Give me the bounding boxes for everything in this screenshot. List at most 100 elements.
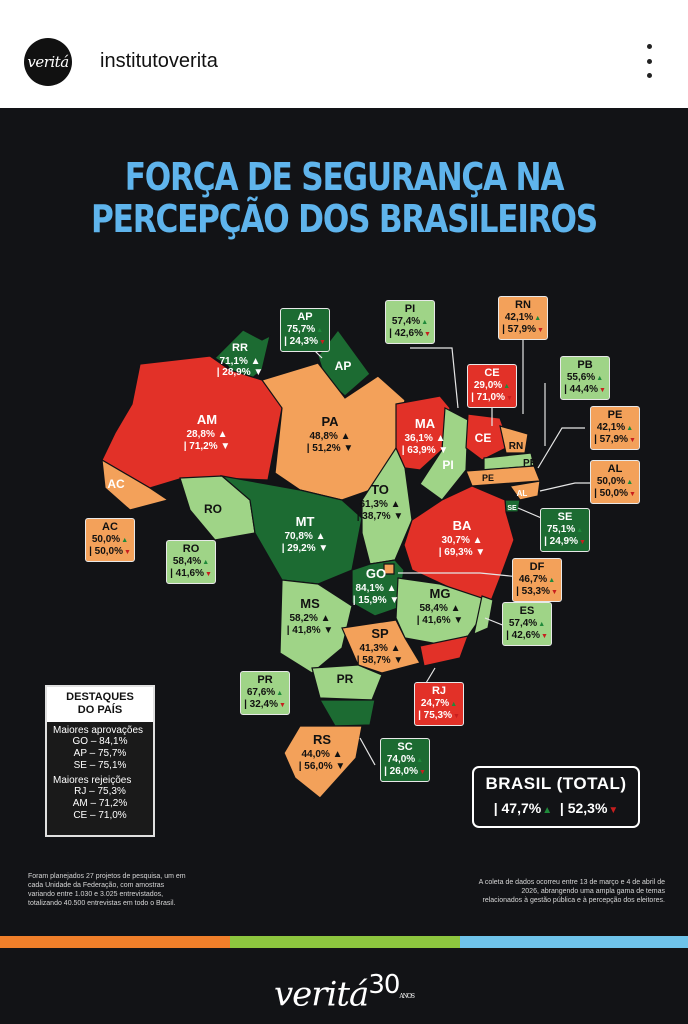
map-approve-value: 28,8% ▲ <box>186 429 227 440</box>
note-line: cada Unidade da Federação, com amostras <box>28 882 165 889</box>
title-line-1: FORÇA DE SEGURANÇA NA <box>124 155 565 199</box>
highlights-title-line-1: DESTAQUES <box>66 691 134 703</box>
svg-text:SE: SE <box>507 505 517 512</box>
callout-code: PI <box>404 303 416 315</box>
approve-value: 50,0% <box>86 534 134 546</box>
svg-text:PI: PI <box>442 458 453 472</box>
map-state-code: SP <box>371 626 389 641</box>
state-shape-ba <box>403 485 515 615</box>
approval-item: GO – 84,1% <box>72 736 128 747</box>
svg-text:RN: RN <box>509 441 523 452</box>
rejection-item: RJ – 75,3% <box>74 786 126 797</box>
rejection-item: CE – 71,0% <box>73 810 127 821</box>
color-stripe <box>0 936 688 948</box>
callout-code: AP <box>297 311 313 323</box>
state-shape-am <box>101 355 293 489</box>
reject-value: | 24,3% <box>281 336 329 348</box>
callout-code: DF <box>529 561 545 573</box>
avatar[interactable]: veritá <box>24 38 72 86</box>
reject-value: | 57,9% <box>591 434 639 446</box>
map-state-code: AM <box>197 412 217 427</box>
title-line-2: PERCEPÇÃO DOS BRASILEIROS <box>91 197 598 241</box>
note-line: relacionados à gestão pública e à percep… <box>482 897 665 904</box>
highlights-panel: DESTAQUES DO PAÍS Maiores aprovações GO … <box>45 685 155 837</box>
state-shape-df <box>383 563 395 575</box>
callout-code: SE <box>557 511 573 523</box>
callout-code: CE <box>484 367 500 379</box>
map-state-codes: RR AP AC RO PI CE RN PB PE AL SE PR <box>107 342 537 686</box>
approval-item: AP – 75,7% <box>73 748 127 759</box>
note-line: variando entre 1.030 e 3.025 entrevistad… <box>28 891 164 898</box>
reject-value: | 50,0% <box>86 546 134 558</box>
state-shape-es <box>473 595 494 636</box>
note-line: A coleta de dados ocorreu entre 13 de ma… <box>478 879 665 886</box>
reject-value: | 50,0% <box>591 488 639 500</box>
map-approve-value: 84,1% ▲ <box>355 583 396 594</box>
callout-code: PB <box>577 359 593 371</box>
callout-code: RN <box>515 299 531 311</box>
reject-value: | 75,3% <box>415 710 463 722</box>
svg-text:RO: RO <box>204 502 222 516</box>
map-state-values: 71,1% ▲| 28,9% ▼ AM 28,8% ▲| 71,2% ▼ PA 48,8… <box>184 356 486 772</box>
username-link[interactable]: institutoverita <box>100 50 218 72</box>
rejections-label: Maiores rejeições <box>53 775 132 786</box>
svg-text:AC: AC <box>107 477 125 491</box>
logo-wordmark: veritá <box>273 974 369 1015</box>
reject-value: | 42,6% <box>503 630 551 642</box>
map-state-code: TO <box>371 482 389 497</box>
map-reject-value: | 29,2% ▼ <box>282 543 329 554</box>
map-approve-value: 70,8% ▲ <box>284 531 325 542</box>
more-vertical-icon[interactable] <box>640 44 658 78</box>
state-shape-ac <box>101 458 170 511</box>
map-state-code: MA <box>415 416 436 431</box>
approve-value: 57,4% <box>386 316 434 328</box>
post-header: veritá institutoverita <box>0 0 688 108</box>
state-shape-sc <box>318 699 376 727</box>
reject-value: | 32,4% <box>241 699 289 711</box>
map-state-code: BA <box>453 518 472 533</box>
svg-text:PR: PR <box>337 672 354 686</box>
note-line: Foram planejados 27 projetos de pesquisa… <box>28 873 186 880</box>
callout-code: RJ <box>431 685 447 697</box>
logo-suffix: ANOS <box>399 992 415 1000</box>
map-approve-value: 71,1% ▲ <box>219 356 260 367</box>
map-approve-value: 58,2% ▲ <box>289 613 330 624</box>
map-state-code: MS <box>300 596 320 611</box>
reject-value: | 24,9% <box>541 536 589 548</box>
reject-value: | 42,6% <box>386 328 434 340</box>
state-shape-rs <box>283 725 363 799</box>
approval-item: SE – 75,1% <box>73 760 127 771</box>
map-approve-value: 36,1% ▲ <box>404 433 445 444</box>
svg-text:CE: CE <box>475 431 492 445</box>
reject-value: | 44,4% <box>561 384 609 396</box>
map-approve-value: 30,7% ▲ <box>441 535 482 546</box>
approve-value: 67,6% <box>241 687 289 699</box>
map-state-code: RS <box>313 732 331 747</box>
verita-logo: veritá30ANOS <box>0 970 688 1014</box>
map-reject-value: | 41,6% ▼ <box>417 615 464 626</box>
callout-code: ES <box>519 605 535 617</box>
logo-number: 30 <box>368 970 400 1000</box>
map-reject-value: | 58,7% ▼ <box>357 655 404 666</box>
state-shape-ce <box>465 413 511 461</box>
state-shape-ms <box>279 579 353 674</box>
map-approve-value: 58,4% ▲ <box>419 603 460 614</box>
brazil-map: RR AP AC RO PI CE RN PB PE AL SE PR 71,1… <box>101 328 590 799</box>
state-shape-rj <box>419 635 469 667</box>
approve-value: 50,0% <box>591 476 639 488</box>
approve-value: 57,4% <box>503 618 551 630</box>
approvals-label: Maiores aprovações <box>53 725 144 736</box>
map-reject-value: | 69,3% ▼ <box>439 547 486 558</box>
state-shape-ma <box>395 395 451 471</box>
